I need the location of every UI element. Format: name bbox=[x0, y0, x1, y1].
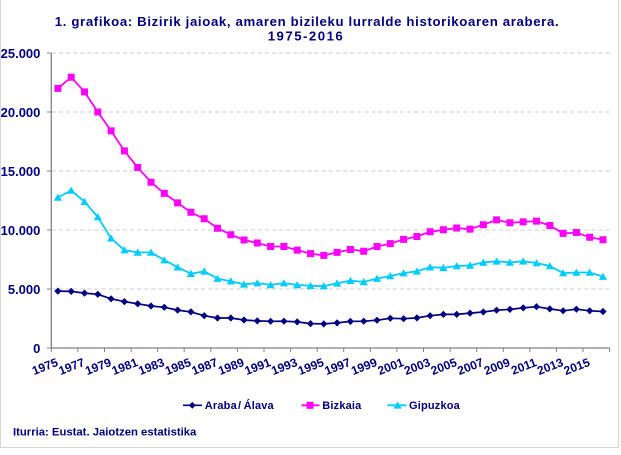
svg-text:10.000: 10.000 bbox=[1, 223, 41, 238]
svg-text:25.000: 25.000 bbox=[1, 46, 41, 61]
svg-text:1. grafikoa: Bizirik jaioak, a: 1. grafikoa: Bizirik jaioak, amaren bizi… bbox=[55, 14, 560, 29]
svg-text:1975-2016: 1975-2016 bbox=[268, 29, 345, 44]
svg-text:20.000: 20.000 bbox=[1, 105, 41, 120]
svg-text:Iturria: Eustat. Jaiotzen esta: Iturria: Eustat. Jaiotzen estatistika bbox=[13, 427, 197, 439]
svg-text:5.000: 5.000 bbox=[8, 282, 41, 297]
svg-text:Araba / Álava: Araba / Álava bbox=[205, 399, 275, 412]
svg-text:15.000: 15.000 bbox=[1, 164, 41, 179]
svg-text:Bizkaia: Bizkaia bbox=[322, 400, 362, 412]
svg-text:Gipuzkoa: Gipuzkoa bbox=[409, 400, 461, 412]
svg-text:0: 0 bbox=[33, 341, 40, 356]
